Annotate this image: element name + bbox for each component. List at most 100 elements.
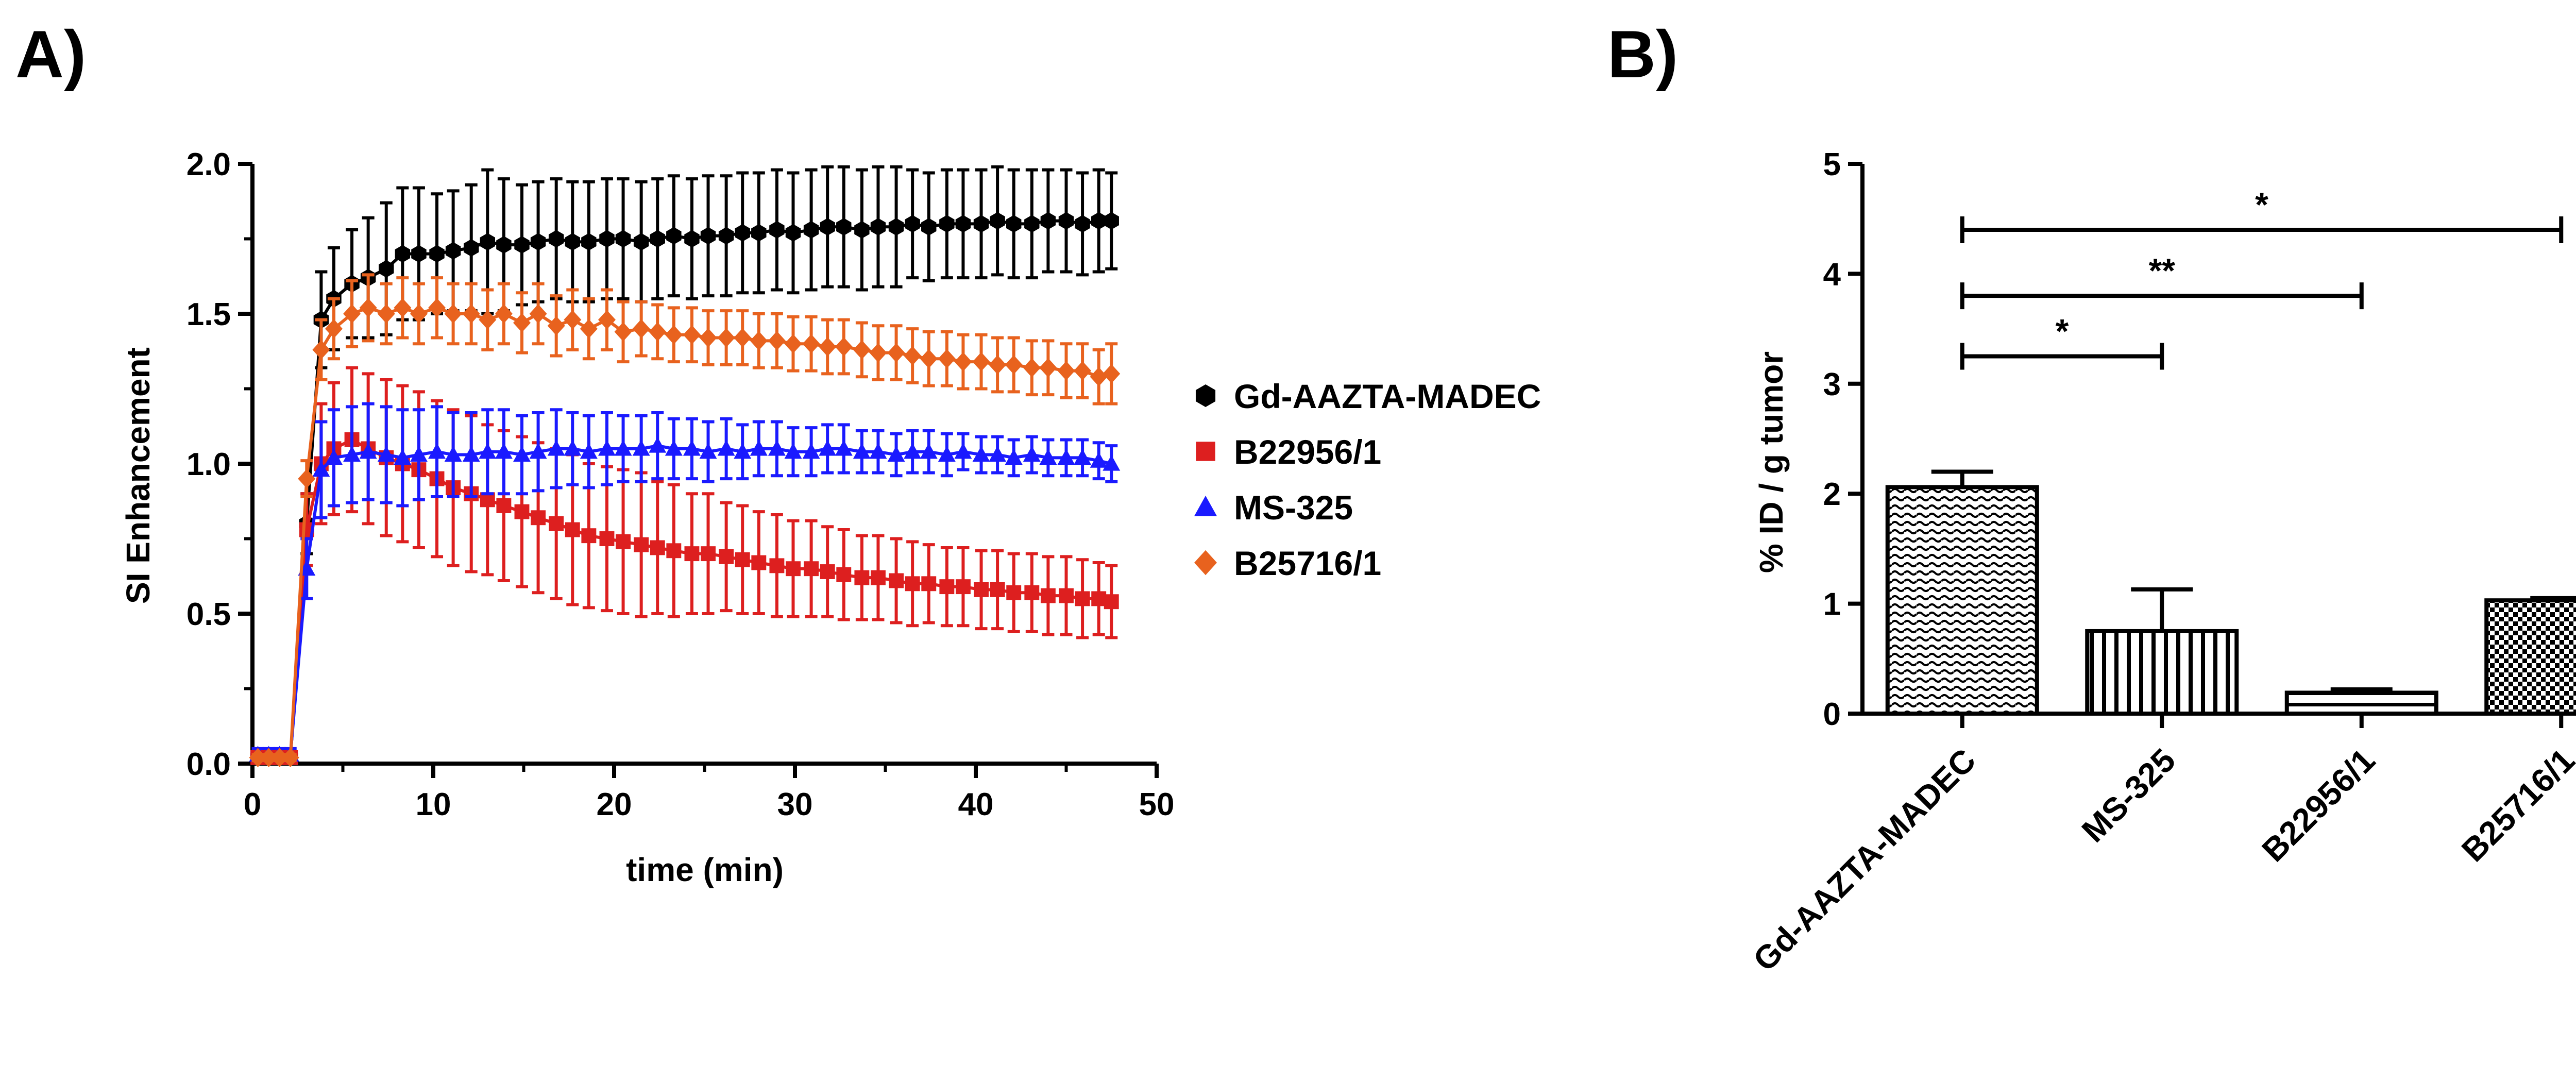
x-tick-label: 0 — [244, 787, 261, 822]
data-point — [444, 304, 462, 324]
data-point — [496, 498, 512, 513]
data-point — [990, 582, 1005, 597]
data-point — [249, 748, 267, 768]
data-point — [887, 343, 905, 363]
legend-marker-ms-325 — [1194, 496, 1217, 516]
data-point — [990, 212, 1005, 230]
data-point — [700, 227, 716, 245]
data-point — [854, 570, 870, 585]
data-point — [1091, 591, 1107, 606]
significance-label: ** — [2149, 251, 2176, 290]
data-point — [495, 304, 513, 324]
data-point — [1006, 215, 1022, 233]
legend-label-b25716-1: B25716/1 — [1234, 544, 1381, 582]
data-point — [634, 537, 649, 552]
data-point — [904, 346, 922, 366]
significance-label: * — [2255, 185, 2268, 224]
data-point — [1074, 449, 1092, 465]
bar-chart-bars: Gd-AAZTA-MADEC MS-325 B22956/1 B25716/1 — [1746, 469, 2576, 978]
data-point — [768, 331, 786, 351]
data-point — [699, 328, 717, 348]
data-point — [615, 230, 631, 248]
data-point — [955, 579, 971, 595]
data-point — [565, 522, 580, 537]
legend-label-b22956-1: B22956/1 — [1234, 433, 1381, 471]
data-point — [954, 443, 972, 459]
data-point — [359, 298, 377, 318]
data-point — [444, 446, 462, 462]
data-point — [479, 443, 497, 459]
y-axis-label-b: % ID / g tumor — [1753, 351, 1790, 573]
panel-label-b: B) — [1607, 16, 1678, 92]
data-point — [786, 561, 801, 577]
y-tick-label: 1.5 — [187, 297, 231, 332]
data-point — [445, 242, 461, 260]
data-point — [379, 260, 394, 278]
data-point — [1091, 212, 1107, 230]
data-point — [1024, 585, 1040, 600]
data-point — [616, 534, 631, 549]
data-point — [938, 446, 956, 462]
data-point — [325, 319, 343, 339]
x-tick-label: 40 — [958, 787, 994, 822]
y-tick-label-b: 5 — [1823, 147, 1841, 182]
data-point — [598, 440, 616, 456]
data-point — [580, 443, 598, 459]
data-point — [718, 227, 734, 245]
data-point — [735, 224, 750, 242]
data-point — [325, 449, 343, 465]
data-point — [665, 440, 683, 456]
data-point — [1006, 585, 1022, 600]
legend-marker-b22956-1 — [1196, 442, 1215, 461]
data-point — [394, 298, 412, 318]
y-tick-label-b: 1 — [1823, 587, 1841, 622]
data-point — [599, 230, 615, 248]
data-point — [870, 218, 886, 236]
data-point — [480, 233, 496, 251]
data-point — [684, 230, 700, 248]
x-axis-label: time (min) — [626, 851, 784, 888]
data-point — [955, 215, 971, 233]
bar-b22956-1 — [2284, 690, 2438, 716]
data-point — [1090, 452, 1108, 468]
data-point — [920, 349, 938, 368]
data-point — [649, 322, 667, 342]
data-point — [835, 440, 853, 456]
panel-label-a: A) — [15, 16, 86, 92]
bar-chart-panel-b: 0 1 2 3 4 5 Gd-AAZTA-MADEC MS-325 B22956/1 B2571… — [1746, 147, 2576, 978]
category-label-b22956-1: B22956/1 — [2255, 741, 2382, 869]
legend-marker-b25716-1 — [1194, 550, 1217, 576]
data-point — [547, 316, 565, 335]
category-label-b25716-1: B25716/1 — [2454, 741, 2576, 869]
legend: Gd-AAZTA-MADEC B22956/1 MS-325 B25716/1 — [1194, 377, 1541, 582]
data-point — [804, 561, 819, 577]
data-point — [905, 576, 920, 592]
line-chart-series — [249, 165, 1121, 768]
data-point — [784, 334, 802, 353]
data-point — [650, 230, 665, 248]
data-point — [632, 440, 650, 456]
data-point — [649, 437, 667, 453]
significance-label: * — [2056, 312, 2069, 350]
data-point — [496, 236, 512, 254]
data-point — [803, 221, 819, 239]
data-point — [769, 221, 785, 239]
data-point — [410, 446, 428, 462]
data-point — [394, 449, 412, 465]
category-label-gd-aazta-madec: Gd-AAZTA-MADEC — [1746, 741, 1983, 978]
y-tick-label: 0.5 — [187, 597, 231, 632]
data-point — [514, 504, 530, 519]
significance-brackets: **** — [1960, 185, 2564, 370]
y-tick-label-b: 4 — [1823, 257, 1841, 292]
data-point — [904, 443, 922, 459]
data-point — [735, 552, 750, 567]
data-point — [281, 748, 299, 768]
data-point — [869, 343, 887, 363]
data-point — [836, 218, 852, 236]
data-point — [343, 446, 361, 462]
data-point — [1090, 367, 1108, 386]
data-point — [819, 440, 837, 456]
data-point — [889, 573, 904, 588]
data-point — [428, 443, 446, 459]
data-point — [701, 546, 716, 562]
